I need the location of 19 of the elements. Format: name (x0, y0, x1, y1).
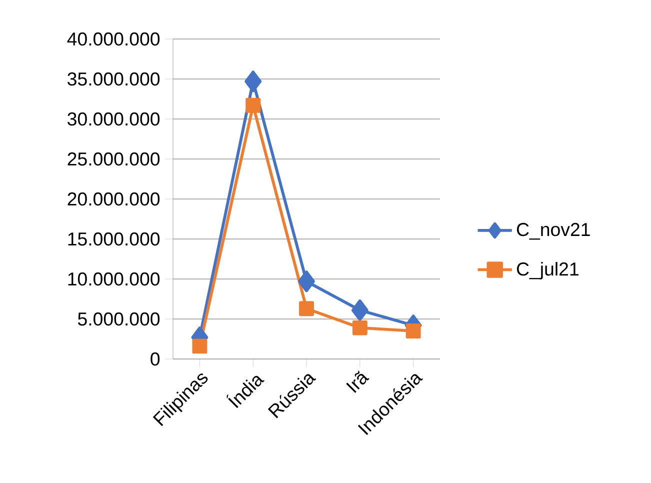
y-tick-label: 20.000.000 (68, 192, 160, 206)
y-tick-label: 5.000.000 (78, 312, 160, 326)
point (351, 299, 368, 322)
y-tick-label: 15.000.000 (68, 232, 160, 246)
y-tick-label: 30.000.000 (68, 112, 160, 126)
point (352, 320, 368, 336)
point (406, 324, 421, 338)
point (244, 70, 262, 92)
legend-label: C_jul21 (516, 262, 578, 280)
y-tick-label: 25.000.000 (68, 152, 160, 166)
y-tick-label: 35.000.000 (68, 72, 160, 86)
point (298, 270, 315, 292)
y-tick-label: 40.000.000 (67, 32, 160, 46)
y-tick-label: 0 (150, 352, 160, 366)
point (299, 301, 314, 316)
point (246, 98, 261, 113)
point (192, 338, 208, 354)
y-tick-label: 10.000.000 (68, 272, 160, 286)
legend-label: C_nov21 (516, 222, 590, 240)
